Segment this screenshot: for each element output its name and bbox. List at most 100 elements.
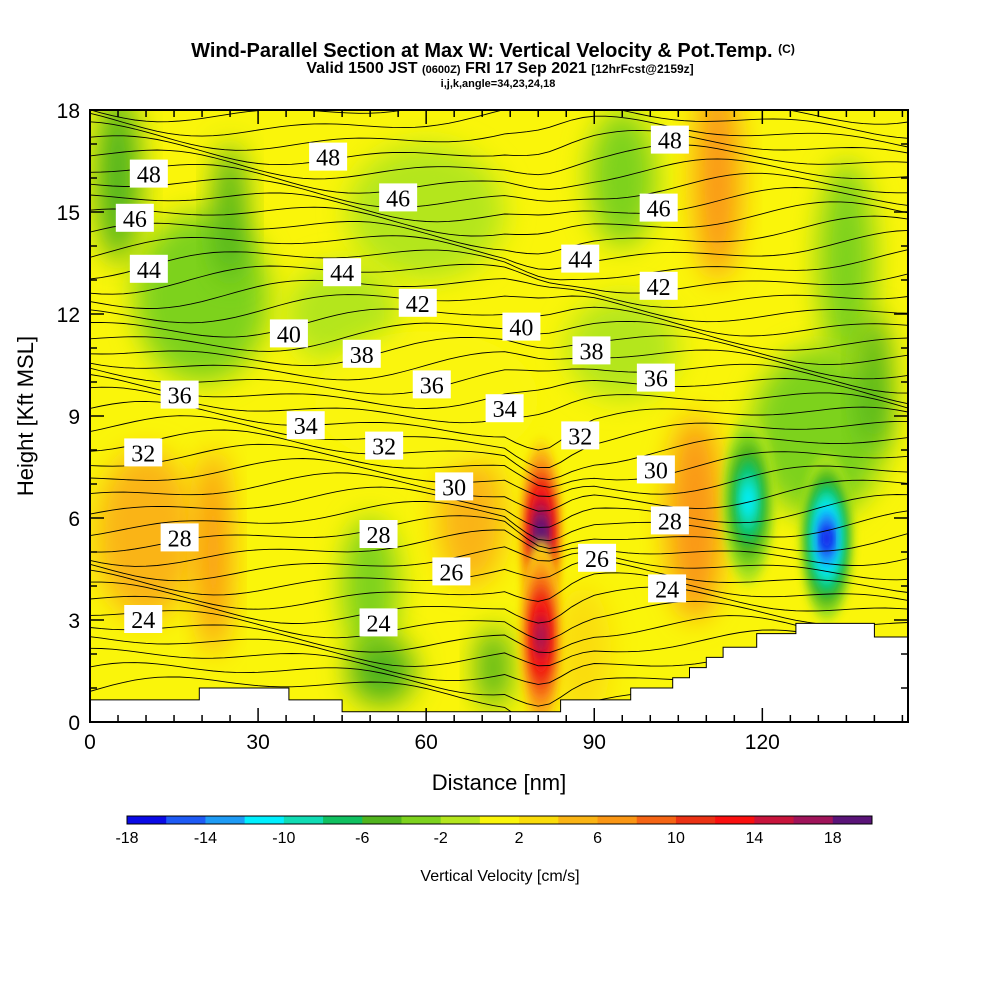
isentrope-line — [90, 400, 908, 451]
contour-label-text: 48 — [658, 129, 682, 155]
field-patch — [347, 637, 415, 705]
contour-label: 48 — [309, 142, 348, 172]
chart-title-main: Wind-Parallel Section at Max W: Vertical… — [191, 40, 772, 62]
isentrope-line — [90, 363, 908, 395]
y-tick-label: 6 — [68, 508, 80, 531]
contour-label: 34 — [485, 394, 524, 423]
colorbar-swatch — [362, 816, 402, 824]
isentrope-line — [90, 559, 908, 596]
isentrope-line — [90, 144, 908, 180]
isentrope-line — [90, 278, 908, 309]
contour-label-text: 36 — [420, 373, 444, 399]
contour-label: 48 — [129, 159, 168, 189]
isentrope-line — [90, 249, 908, 281]
contour-label: 38 — [342, 339, 381, 369]
contour-label-text: 48 — [316, 146, 340, 172]
isentrope-line — [90, 115, 908, 151]
contour-label: 42 — [639, 271, 678, 301]
contour-label-text: 30 — [644, 458, 668, 484]
downdraft-core — [801, 454, 853, 622]
colorbar-swatch — [244, 816, 285, 824]
contour-label: 32 — [365, 431, 404, 461]
isentrope-line — [90, 215, 908, 255]
colorbar-swatch — [636, 816, 677, 824]
isentrope-line — [90, 600, 908, 641]
isentrope-line — [90, 201, 908, 237]
contour-label-text: 44 — [568, 248, 592, 274]
field-patch — [213, 144, 247, 280]
colorbar-swatch — [440, 816, 481, 824]
y-tick-label: 0 — [68, 712, 80, 735]
contour-labels: 48 48 48 46 46 46 44 44 44 42 42 40 40 38 38 36 36 36 34 34… — [115, 125, 689, 637]
plot-area: 48 48 48 46 46 46 44 44 44 42 42 40 40 38 38 36 36 36 34 34… — [90, 110, 908, 722]
colorbar-swatch — [401, 816, 442, 824]
isentrope-line — [90, 472, 908, 512]
y-axis-label: Height [Kft MSL] — [13, 336, 38, 496]
isentrope-line — [90, 586, 908, 624]
downdraft-core — [722, 417, 774, 585]
colorbar-swatch — [283, 816, 324, 824]
contour-label-text: 32 — [131, 441, 155, 467]
y-tick-label: 3 — [68, 610, 80, 633]
contour-label-text: 46 — [386, 186, 410, 212]
contour-label-text: 48 — [137, 163, 161, 189]
contour-label: 46 — [639, 193, 678, 223]
contour-label-text: 44 — [137, 258, 161, 284]
contour-label: 44 — [561, 244, 600, 274]
isentrope-line — [90, 486, 908, 528]
contour-label: 46 — [379, 183, 418, 212]
y-tick-labels: 0 3 6 9 12 15 18 — [57, 100, 80, 735]
contour-label: 34 — [286, 411, 325, 440]
y-tick-label: 18 — [57, 100, 80, 123]
contour-label-text: 44 — [330, 261, 354, 287]
field-patch — [857, 314, 892, 450]
contour-label-text: 40 — [277, 322, 301, 348]
x-tick-label: 90 — [583, 731, 606, 754]
field-patch — [347, 144, 505, 280]
x-tick-label: 60 — [414, 731, 437, 754]
axis-ticks — [89, 109, 908, 723]
isentrope-line — [90, 306, 908, 338]
contour-label: 26 — [432, 557, 471, 586]
contour-label-text: 34 — [493, 397, 517, 423]
isentrope-line — [90, 172, 908, 208]
contour-label: 40 — [269, 319, 308, 348]
contour-label: 28 — [650, 506, 689, 535]
colorbar-swatch — [715, 816, 755, 824]
contour-label: 24 — [124, 605, 163, 634]
contour-label-text: 40 — [509, 316, 533, 342]
colorbar-swatch — [205, 816, 246, 824]
contour-label: 40 — [502, 312, 541, 342]
isentrope-line — [90, 615, 908, 654]
contour-label: 38 — [572, 336, 611, 365]
contour-label: 42 — [398, 288, 437, 318]
contour-label-text: 38 — [579, 339, 603, 365]
isentrope-line — [90, 429, 908, 481]
isentrope-line — [90, 629, 908, 667]
contour-label-text: 32 — [372, 435, 396, 461]
colorbar-swatch — [832, 816, 873, 824]
colorbar-tick-label: 6 — [593, 830, 602, 847]
contour-label-text: 46 — [123, 207, 147, 233]
colorbar-swatch — [166, 816, 206, 824]
colorbar-swatch — [754, 816, 795, 824]
contour-label-text: 46 — [647, 197, 671, 223]
contour-label-text: 24 — [367, 611, 391, 637]
chart-title: Wind-Parallel Section at Max W: Vertical… — [191, 40, 795, 62]
isentrope-line — [90, 229, 908, 270]
contour-label-text: 36 — [168, 384, 192, 410]
contour-label-text: 26 — [585, 547, 609, 573]
potential-temperature-contours — [90, 110, 908, 722]
isentrope-line — [90, 158, 908, 194]
contour-label: 28 — [160, 523, 199, 552]
x-tick-labels: 0 30 60 90 120 — [84, 731, 780, 754]
x-tick-label: 30 — [246, 731, 269, 754]
contour-label: 36 — [636, 363, 675, 393]
colorbar-swatch — [127, 816, 167, 824]
vertical-velocity-field — [90, 110, 908, 722]
x-tick-label: 0 — [84, 731, 96, 754]
field-patch — [476, 626, 511, 709]
contour-label-text: 24 — [131, 608, 155, 634]
colorbar-tick-label: -6 — [355, 830, 369, 847]
